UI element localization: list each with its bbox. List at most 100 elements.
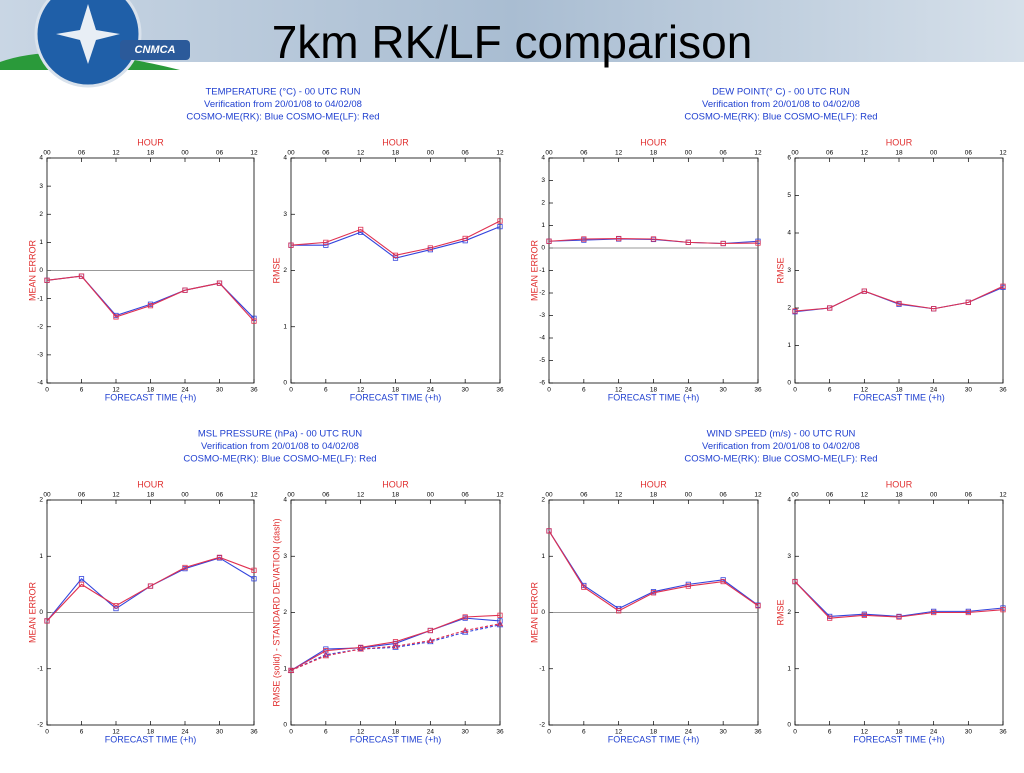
x-tick-label: 36 — [999, 729, 1007, 736]
y-tick-label: 0 — [39, 609, 43, 616]
top-axis-title: HOUR — [886, 479, 913, 489]
top-tick-label: 00 — [181, 492, 189, 499]
x-tick-label: 30 — [965, 729, 973, 736]
marker — [497, 224, 503, 230]
x-tick-label: 0 — [793, 387, 797, 394]
top-tick-label: 18 — [895, 150, 903, 157]
top-tick-label: 12 — [496, 150, 504, 157]
x-tick-label: 6 — [324, 729, 328, 736]
x-tick-label: 12 — [112, 387, 120, 394]
marker — [216, 554, 223, 560]
top-tick-label: 00 — [43, 492, 51, 499]
top-axis-title: HOUR — [640, 479, 667, 489]
marker — [720, 578, 726, 585]
top-tick-label: 12 — [999, 492, 1007, 499]
x-tick-label: 6 — [324, 387, 328, 394]
series-line — [548, 237, 759, 245]
x-tick-label: 18 — [895, 729, 903, 736]
y-tick-label: 2 — [283, 267, 287, 274]
marker — [496, 621, 504, 628]
logo-star — [56, 4, 120, 64]
marker — [251, 318, 257, 324]
top-tick-label: 00 — [181, 150, 189, 157]
top-axis-title: HOUR — [382, 479, 409, 489]
marker — [216, 280, 223, 286]
top-tick-label: 18 — [650, 150, 658, 157]
y-axis-title: RMSE — [775, 599, 785, 625]
top-axis-title: HOUR — [382, 137, 409, 147]
y-tick-label: 1 — [541, 222, 545, 229]
logo-text: CNMCA — [135, 44, 176, 56]
marker — [358, 226, 364, 233]
series-line — [46, 275, 255, 322]
top-tick-label: 06 — [462, 492, 470, 499]
y-tick-label: 1 — [39, 553, 43, 560]
top-axis-title: HOUR — [137, 137, 164, 147]
marker — [497, 612, 503, 618]
top-tick-label: 12 — [754, 492, 762, 499]
top-tick-label: 00 — [791, 492, 799, 499]
top-tick-label: 06 — [720, 492, 728, 499]
top-axis-title: HOUR — [137, 479, 164, 489]
marker — [965, 299, 971, 305]
y-tick-label: 1 — [283, 323, 287, 330]
y-tick-label: 4 — [283, 497, 287, 504]
top-tick-label: 12 — [861, 150, 869, 157]
top-tick-label: 00 — [545, 150, 553, 157]
series-line — [290, 623, 501, 671]
x-tick-label: 18 — [650, 729, 658, 736]
marker — [182, 564, 188, 571]
top-tick-label: 00 — [287, 492, 295, 499]
x-tick-label: 6 — [828, 729, 832, 736]
logo-plate — [120, 40, 190, 60]
y-tick-label: 2 — [39, 497, 43, 504]
panel-header: Verification from 20/01/08 to 04/02/08 — [201, 441, 359, 452]
y-tick-label: -2 — [539, 290, 545, 297]
marker — [322, 651, 330, 658]
top-tick-label: 06 — [462, 150, 470, 157]
y-tick-label: 1 — [541, 553, 545, 560]
y-tick-label: 3 — [787, 553, 791, 560]
x-tick-label: 6 — [80, 729, 84, 736]
x-tick-label: 24 — [930, 729, 938, 736]
top-axis-title: HOUR — [640, 137, 667, 147]
top-tick-label: 06 — [580, 492, 588, 499]
plot-frame — [290, 157, 501, 384]
y-tick-label: 4 — [787, 230, 791, 237]
marker — [616, 235, 622, 242]
x-axis-title: FORECAST TIME (+h) — [608, 392, 699, 402]
y-tick-label: 4 — [39, 155, 43, 162]
x-tick-label: 30 — [965, 387, 973, 394]
y-tick-label: 0 — [39, 267, 43, 274]
top-tick-label: 12 — [250, 492, 258, 499]
y-axis-title: RMSE (solid) - STANDARD DEVIATION (dash) — [271, 518, 281, 706]
top-tick-label: 00 — [545, 492, 553, 499]
y-tick-label: 0 — [283, 722, 287, 729]
marker — [650, 236, 657, 242]
series-line — [548, 530, 759, 610]
top-tick-label: 00 — [427, 492, 435, 499]
x-tick-label: 12 — [861, 387, 869, 394]
x-tick-label: 12 — [357, 729, 365, 736]
slide-title: 7km RK/LF comparison — [272, 16, 753, 68]
marker — [931, 306, 937, 312]
y-tick-label: 6 — [787, 155, 791, 162]
x-tick-label: 24 — [181, 729, 189, 736]
marker — [497, 218, 503, 224]
marker — [462, 235, 468, 242]
marker — [792, 578, 798, 585]
y-tick-label: -1 — [37, 665, 43, 672]
x-tick-label: 12 — [861, 729, 869, 736]
series-line — [290, 614, 501, 671]
top-tick-label: 18 — [392, 492, 400, 499]
y-tick-label: 4 — [541, 155, 545, 162]
x-tick-label: 6 — [80, 387, 84, 394]
marker — [581, 584, 587, 590]
x-axis-title: FORECAST TIME (+h) — [105, 392, 196, 402]
x-tick-label: 0 — [45, 729, 49, 736]
top-tick-label: 12 — [112, 492, 120, 499]
y-tick-label: -4 — [539, 335, 545, 342]
marker — [251, 576, 257, 582]
top-tick-label: 18 — [895, 492, 903, 499]
marker — [113, 603, 119, 609]
